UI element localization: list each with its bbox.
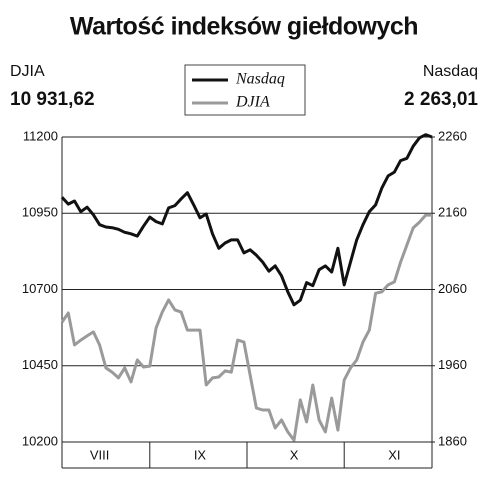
y-tick-label: 10700 (22, 281, 58, 296)
x-tick-label: X (290, 447, 299, 462)
y2-tick-label: 2260 (438, 128, 467, 143)
chart-title: Wartość indeksów giełdowych (70, 13, 418, 41)
legend-label: Nasdaq (235, 71, 285, 88)
y-tick-label: 10950 (22, 205, 58, 220)
x-tick-label: VIII (90, 447, 110, 462)
right-series-name: Nasdaq (423, 63, 478, 80)
y2-tick-label: 1960 (438, 357, 467, 372)
y-tick-label: 10200 (22, 433, 58, 448)
legend-box (184, 64, 306, 116)
y2-tick-label: 1860 (438, 433, 467, 448)
series-line (60, 133, 433, 307)
right-latest-value: 2 263,01 (404, 89, 478, 110)
y-tick-label: 11200 (23, 128, 58, 143)
y2-tick-label: 2060 (438, 281, 467, 296)
y-tick-label: 10450 (22, 357, 58, 372)
legend-label: DJIA (235, 94, 270, 111)
left-latest-value: 10 931,62 (10, 89, 95, 110)
series-line (60, 213, 432, 442)
x-tick-label: XI (388, 447, 400, 462)
x-tick-label: IX (194, 447, 207, 462)
y2-tick-label: 2160 (438, 205, 467, 220)
left-series-name: DJIA (10, 63, 45, 80)
